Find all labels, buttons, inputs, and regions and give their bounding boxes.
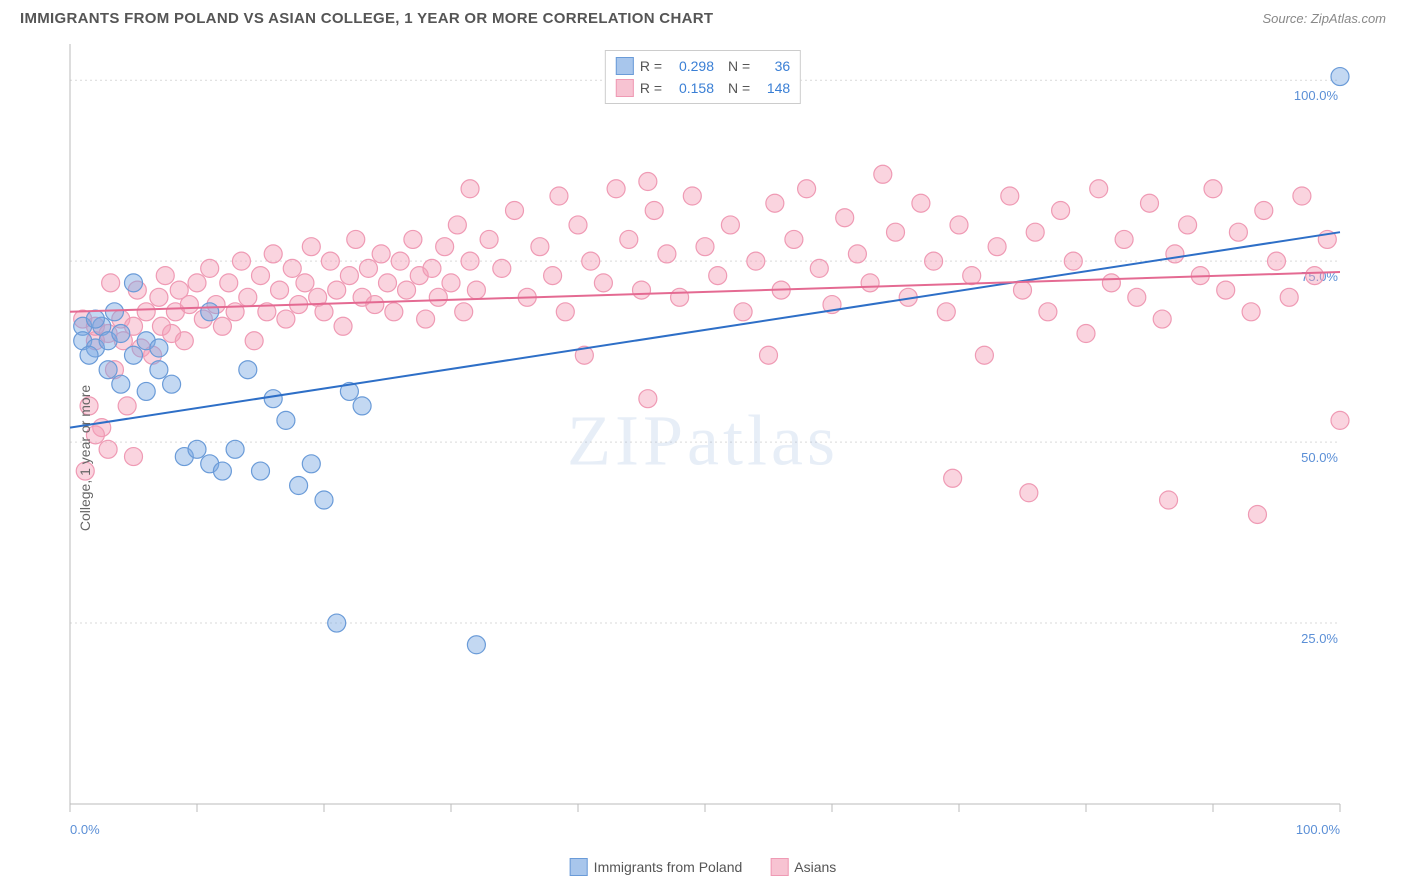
series-legend: Immigrants from Poland Asians	[570, 858, 837, 876]
svg-text:100.0%: 100.0%	[1296, 822, 1341, 837]
legend-n-value: 36	[756, 55, 790, 77]
legend-swatch	[616, 57, 634, 75]
legend-swatch	[570, 858, 588, 876]
legend-r-label: R =	[640, 55, 662, 77]
legend-n-label: N =	[728, 55, 750, 77]
series-legend-item: Asians	[770, 858, 836, 876]
correlation-legend: R = 0.298 N = 36 R = 0.158 N = 148	[605, 50, 801, 104]
legend-n-value: 148	[756, 77, 790, 99]
legend-r-label: R =	[640, 77, 662, 99]
series-legend-item: Immigrants from Poland	[570, 858, 743, 876]
correlation-legend-row: R = 0.298 N = 36	[616, 55, 790, 77]
legend-swatch	[770, 858, 788, 876]
svg-text:25.0%: 25.0%	[1301, 631, 1338, 646]
series-legend-label: Immigrants from Poland	[594, 859, 743, 875]
source-attribution: Source: ZipAtlas.com	[1262, 11, 1386, 26]
svg-text:50.0%: 50.0%	[1301, 450, 1338, 465]
scatter-plot: 25.0%50.0%75.0%100.0%0.0%100.0%	[20, 44, 1360, 854]
series-legend-label: Asians	[794, 859, 836, 875]
legend-n-label: N =	[728, 77, 750, 99]
chart-title: IMMIGRANTS FROM POLAND VS ASIAN COLLEGE,…	[20, 10, 713, 27]
legend-swatch	[616, 79, 634, 97]
correlation-legend-row: R = 0.158 N = 148	[616, 77, 790, 99]
legend-r-value: 0.298	[668, 55, 714, 77]
chart-area: College, 1 year or more ZIPatlas 25.0%50…	[20, 44, 1386, 872]
svg-text:0.0%: 0.0%	[70, 822, 100, 837]
svg-text:100.0%: 100.0%	[1294, 88, 1339, 103]
legend-r-value: 0.158	[668, 77, 714, 99]
y-axis-label: College, 1 year or more	[77, 385, 93, 531]
